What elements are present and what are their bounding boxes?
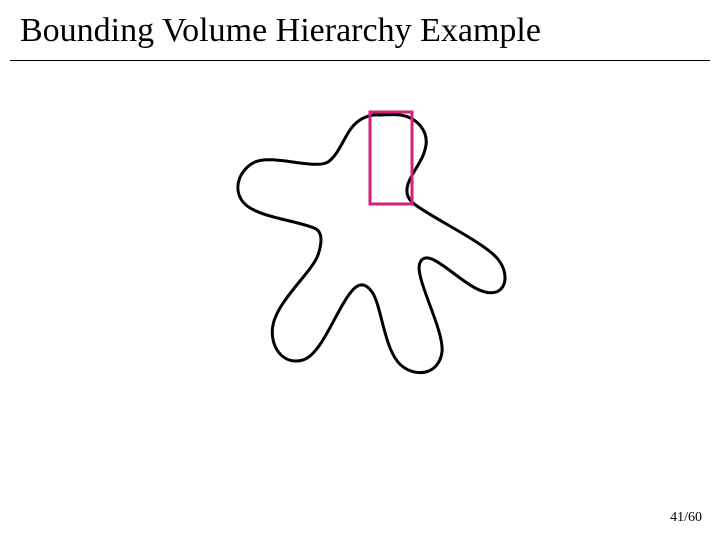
page-number: 41/60	[670, 510, 702, 526]
bvh-figure	[210, 100, 510, 400]
title-underline	[10, 60, 710, 61]
slide-title: Bounding Volume Hierarchy Example	[20, 12, 541, 50]
bvh-svg	[210, 100, 510, 400]
slide: Bounding Volume Hierarchy Example 41/60	[0, 0, 720, 540]
